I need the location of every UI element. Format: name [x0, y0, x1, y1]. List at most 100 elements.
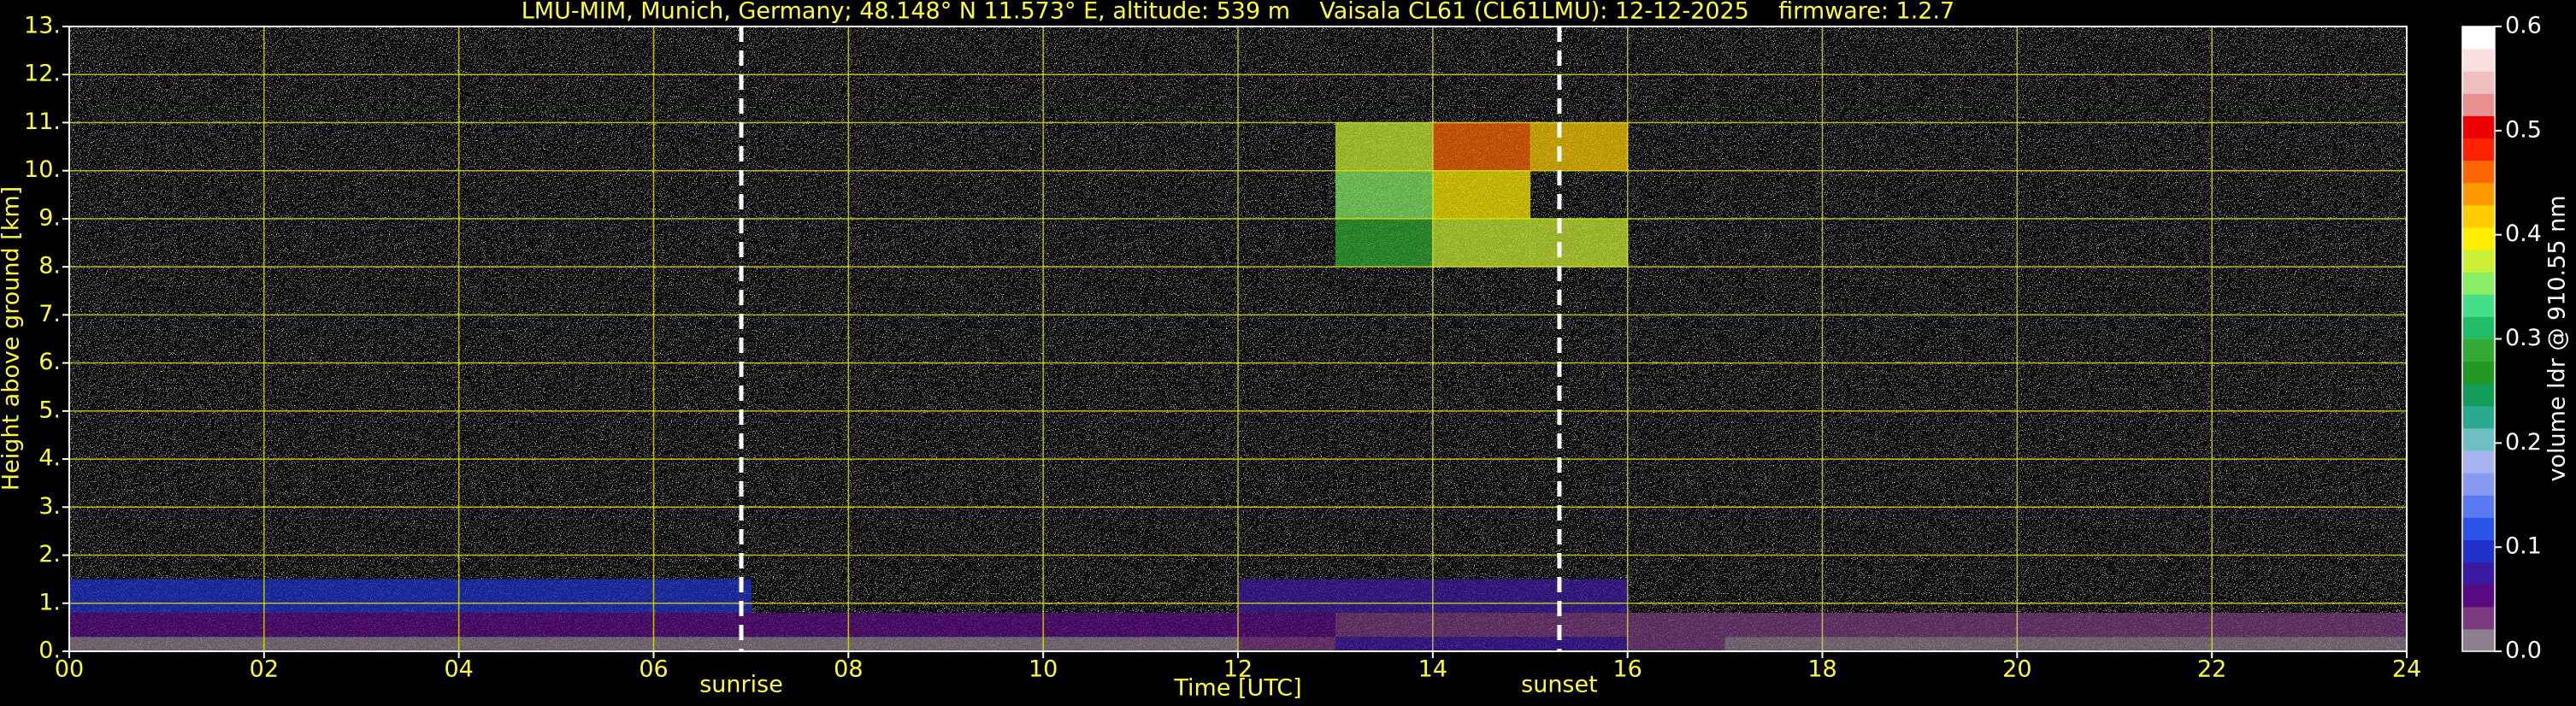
colorbar-segment — [2462, 405, 2495, 429]
x-tick-label: 16 — [1612, 656, 1642, 683]
heatmap-cell — [2212, 637, 2310, 651]
heatmap-cell — [1335, 613, 1434, 638]
heatmap-cell — [1627, 637, 1726, 651]
x-tick-label: 18 — [1807, 656, 1836, 683]
colorbar-segment — [2462, 316, 2495, 339]
heatmap-cell — [1141, 613, 1239, 638]
heatmap-cell — [166, 613, 265, 638]
heatmap-cell — [1432, 613, 1531, 638]
colorbar-segment — [2462, 606, 2495, 630]
heatmap-cell — [751, 613, 849, 638]
plot-frame — [68, 26, 2408, 652]
x-tick-label: 24 — [2392, 656, 2421, 683]
colorbar-segment — [2462, 473, 2495, 496]
colorbar-segment — [2462, 272, 2495, 295]
y-tick-label: 3. — [38, 493, 61, 520]
colorbar-tick-label: 0.5 — [2505, 116, 2542, 143]
heatmap-cell — [1238, 637, 1336, 651]
heatmap-cell — [2309, 637, 2408, 651]
colorbar-tick-label: 0.0 — [2505, 638, 2542, 664]
x-tick-label: 04 — [444, 656, 473, 683]
heatmap-cell — [1530, 218, 1629, 268]
heatmap-cell — [1530, 613, 1629, 638]
colorbar-segment — [2462, 93, 2495, 116]
heatmap-cell — [946, 613, 1044, 638]
x-tick-label: 10 — [1029, 656, 1058, 683]
y-tick-label: 12. — [24, 61, 61, 87]
heatmap-cell — [1822, 637, 1920, 651]
heatmap-cell — [1335, 218, 1434, 268]
colorbar-segment — [2462, 338, 2495, 362]
colorbar-segment — [2462, 71, 2495, 94]
x-tick-label: 00 — [55, 656, 84, 683]
heatmap-cell — [946, 637, 1044, 651]
x-tick-label: 22 — [2197, 656, 2226, 683]
heatmap-cell — [166, 579, 265, 614]
heatmap-cell — [1919, 613, 2018, 638]
heatmap-cell — [1141, 637, 1239, 651]
heatmap-cell — [2017, 613, 2115, 638]
heatmap-cell — [1724, 637, 1823, 651]
colorbar-segment — [2462, 628, 2495, 652]
heatmap-cell — [848, 613, 946, 638]
heatmap-cell — [263, 637, 363, 651]
y-tick-label: 5. — [38, 397, 61, 423]
chart-title: LMU-MIM, Munich, Germany; 48.148° N 11.5… — [522, 0, 1955, 25]
heatmap-cell — [1432, 170, 1531, 219]
colorbar-segment — [2462, 160, 2495, 184]
colorbar-segment — [2462, 204, 2495, 228]
heatmap-cell — [263, 579, 363, 614]
heatmap-cell — [1335, 122, 1434, 171]
heatmap-cell — [1530, 579, 1629, 614]
heatmap-cell — [1432, 122, 1531, 171]
heatmap-cell — [1822, 613, 1920, 638]
heatmap-cell — [458, 613, 557, 638]
x-tick-label: 12 — [1223, 656, 1253, 683]
heatmap-cell — [1335, 637, 1434, 651]
heatmap-cell — [556, 637, 654, 651]
y-tick-label: 4. — [38, 445, 61, 472]
heatmap-cell — [458, 579, 557, 614]
colorbar-segment — [2462, 539, 2495, 563]
colorbar-segment — [2462, 427, 2495, 451]
heatmap-cell — [2114, 637, 2213, 651]
y-tick-label: 9. — [38, 204, 61, 231]
colorbar-segment — [2462, 562, 2495, 585]
colorbar-segment — [2462, 450, 2495, 474]
y-tick-label: 2. — [38, 541, 61, 568]
heatmap-cell — [1238, 579, 1336, 614]
colorbar-segment — [2462, 182, 2495, 206]
heatmap-cell — [1919, 637, 2018, 651]
heatmap-cell — [848, 637, 946, 651]
colorbar-segment — [2462, 383, 2495, 407]
colorbar-segment — [2462, 49, 2495, 72]
heatmap-cell — [2212, 613, 2310, 638]
colorbar-tick-label: 0.4 — [2505, 221, 2542, 247]
y-tick-label: 11. — [24, 109, 61, 135]
x-axis-label: Time [UTC] — [1173, 675, 1301, 702]
heatmap-cell — [2017, 637, 2115, 651]
heatmap-cell — [361, 579, 460, 614]
heatmap-cell — [2309, 613, 2408, 638]
colorbar-segment — [2462, 584, 2495, 608]
y-tick-label: 13. — [24, 13, 61, 39]
x-tick-label: 20 — [2002, 656, 2031, 683]
colorbar-segment — [2462, 26, 2495, 50]
colorbar-segment — [2462, 361, 2495, 385]
y-tick-label: 10. — [24, 156, 61, 183]
heatmap-cell — [556, 579, 654, 614]
y-axis-label: Height above ground [km] — [0, 186, 25, 491]
colorbar-segment — [2462, 250, 2495, 273]
x-tick-label: 14 — [1418, 656, 1447, 683]
heatmap-cell — [1432, 579, 1531, 614]
colorbar-segment — [2462, 517, 2495, 540]
heatmap-cell — [361, 637, 460, 651]
y-tick-label: 1. — [38, 589, 61, 615]
colorbar-tick-label: 0.6 — [2505, 13, 2542, 39]
colorbar-segment — [2462, 138, 2495, 162]
heatmap-cell — [69, 613, 168, 638]
colorbar-segment — [2462, 227, 2495, 250]
heatmap-cell — [1530, 637, 1629, 651]
heatmap-cell — [2114, 613, 2213, 638]
